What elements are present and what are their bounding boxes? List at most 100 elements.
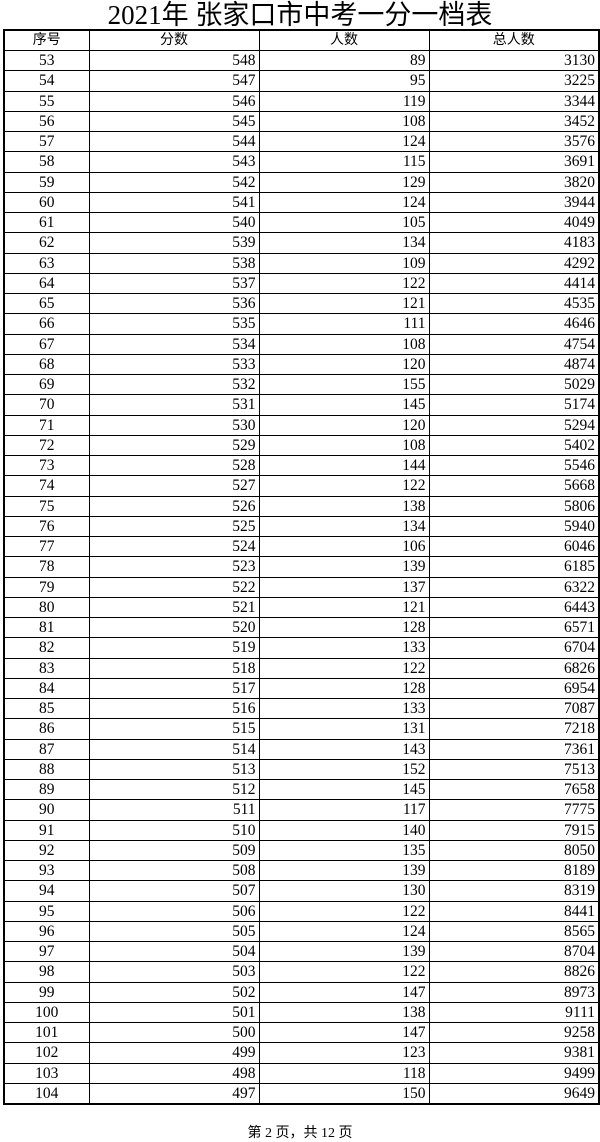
cell-total: 6704 — [428, 637, 600, 659]
cell-score: 521 — [88, 596, 260, 619]
cell-total: 8319 — [428, 880, 600, 902]
cell-score: 546 — [88, 90, 260, 112]
cell-count: 139 — [258, 859, 430, 882]
cell-count: 140 — [258, 819, 430, 841]
cell-score: 540 — [88, 211, 260, 234]
cell-score: 509 — [88, 839, 260, 862]
table-row: 87 514 143 7361 — [3, 738, 600, 760]
cell-count: 122 — [258, 961, 430, 983]
cell-total: 8826 — [428, 961, 600, 983]
cell-count: 139 — [258, 556, 430, 578]
cell-score: 513 — [88, 758, 260, 781]
cell-count: 124 — [258, 130, 430, 153]
cell-count: 138 — [258, 495, 430, 517]
cell-count: 145 — [258, 778, 430, 801]
cell-index: 90 — [3, 799, 90, 821]
cell-index: 82 — [3, 637, 90, 659]
cell-total: 7658 — [428, 778, 600, 801]
cell-count: 105 — [258, 211, 430, 234]
cell-total: 4414 — [428, 272, 600, 295]
cell-score: 536 — [88, 292, 260, 315]
cell-index: 94 — [3, 880, 90, 902]
cell-index: 74 — [3, 475, 90, 497]
cell-count: 106 — [258, 535, 430, 558]
table-row: 60 541 124 3944 — [3, 191, 600, 214]
cell-total: 5546 — [428, 454, 600, 477]
cell-total: 8441 — [428, 900, 600, 922]
cell-score: 527 — [88, 475, 260, 497]
table-row: 55 546 119 3344 — [3, 90, 600, 112]
table-row: 78 523 139 6185 — [3, 556, 600, 578]
cell-score: 520 — [88, 616, 260, 639]
cell-count: 145 — [258, 394, 430, 416]
cell-score: 544 — [88, 130, 260, 153]
table-row: 85 516 133 7087 — [3, 697, 600, 720]
cell-total: 7513 — [428, 758, 600, 781]
cell-count: 128 — [258, 677, 430, 700]
cell-score: 532 — [88, 373, 260, 396]
table-row: 96 505 124 8565 — [3, 920, 600, 943]
cell-index: 92 — [3, 839, 90, 862]
cell-index: 73 — [3, 454, 90, 477]
cell-total: 7775 — [428, 799, 600, 821]
cell-count: 143 — [258, 738, 430, 760]
cell-score: 543 — [88, 151, 260, 173]
cell-index: 100 — [3, 1001, 90, 1024]
cell-score: 503 — [88, 961, 260, 983]
cell-score: 500 — [88, 1021, 260, 1044]
cell-count: 134 — [258, 515, 430, 538]
cell-score: 514 — [88, 738, 260, 760]
cell-index: 97 — [3, 940, 90, 963]
cell-count: 155 — [258, 373, 430, 396]
cell-score: 519 — [88, 637, 260, 659]
cell-index: 54 — [3, 70, 90, 92]
cell-score: 545 — [88, 110, 260, 133]
cell-index: 99 — [3, 981, 90, 1003]
cell-count: 134 — [258, 232, 430, 254]
table-header-row: 序号 分数 人数 总人数 — [3, 29, 600, 51]
table-row: 56 545 108 3452 — [3, 110, 600, 133]
cell-total: 3944 — [428, 191, 600, 214]
table-row: 57 544 124 3576 — [3, 130, 600, 153]
cell-total: 5402 — [428, 434, 600, 457]
cell-count: 133 — [258, 637, 430, 659]
table-row: 101 500 147 9258 — [3, 1021, 600, 1044]
cell-count: 137 — [258, 576, 430, 598]
cell-count: 117 — [258, 799, 430, 821]
cell-total: 6322 — [428, 576, 600, 598]
cell-score: 537 — [88, 272, 260, 295]
cell-total: 6571 — [428, 616, 600, 639]
cell-score: 525 — [88, 515, 260, 538]
table-row: 91 510 140 7915 — [3, 819, 600, 841]
table-row: 64 537 122 4414 — [3, 272, 600, 295]
cell-index: 56 — [3, 110, 90, 133]
cell-index: 87 — [3, 738, 90, 760]
cell-score: 498 — [88, 1062, 260, 1084]
cell-count: 135 — [258, 839, 430, 862]
cell-score: 548 — [88, 49, 260, 72]
cell-index: 53 — [3, 49, 90, 72]
cell-count: 150 — [258, 1082, 430, 1105]
cell-count: 123 — [258, 1042, 430, 1064]
cell-score: 522 — [88, 576, 260, 598]
table-row: 72 529 108 5402 — [3, 434, 600, 457]
cell-count: 111 — [258, 313, 430, 335]
page-footer: 第 2 页，共 12 页 — [247, 1126, 353, 1141]
cell-count: 147 — [258, 1021, 430, 1044]
cell-index: 75 — [3, 495, 90, 517]
table-row: 59 542 129 3820 — [3, 171, 600, 193]
table-row: 80 521 121 6443 — [3, 596, 600, 619]
table-row: 90 511 117 7775 — [3, 799, 600, 821]
table-row: 53 548 89 3130 — [3, 49, 600, 72]
cell-score: 542 — [88, 171, 260, 193]
cell-score: 526 — [88, 495, 260, 517]
header-index: 序号 — [3, 29, 90, 51]
cell-total: 3452 — [428, 110, 600, 133]
table-row: 71 530 120 5294 — [3, 414, 600, 436]
cell-count: 147 — [258, 981, 430, 1003]
cell-score: 506 — [88, 900, 260, 922]
cell-total: 9111 — [428, 1001, 600, 1024]
cell-index: 85 — [3, 697, 90, 720]
cell-index: 103 — [3, 1062, 90, 1084]
cell-count: 109 — [258, 252, 430, 274]
